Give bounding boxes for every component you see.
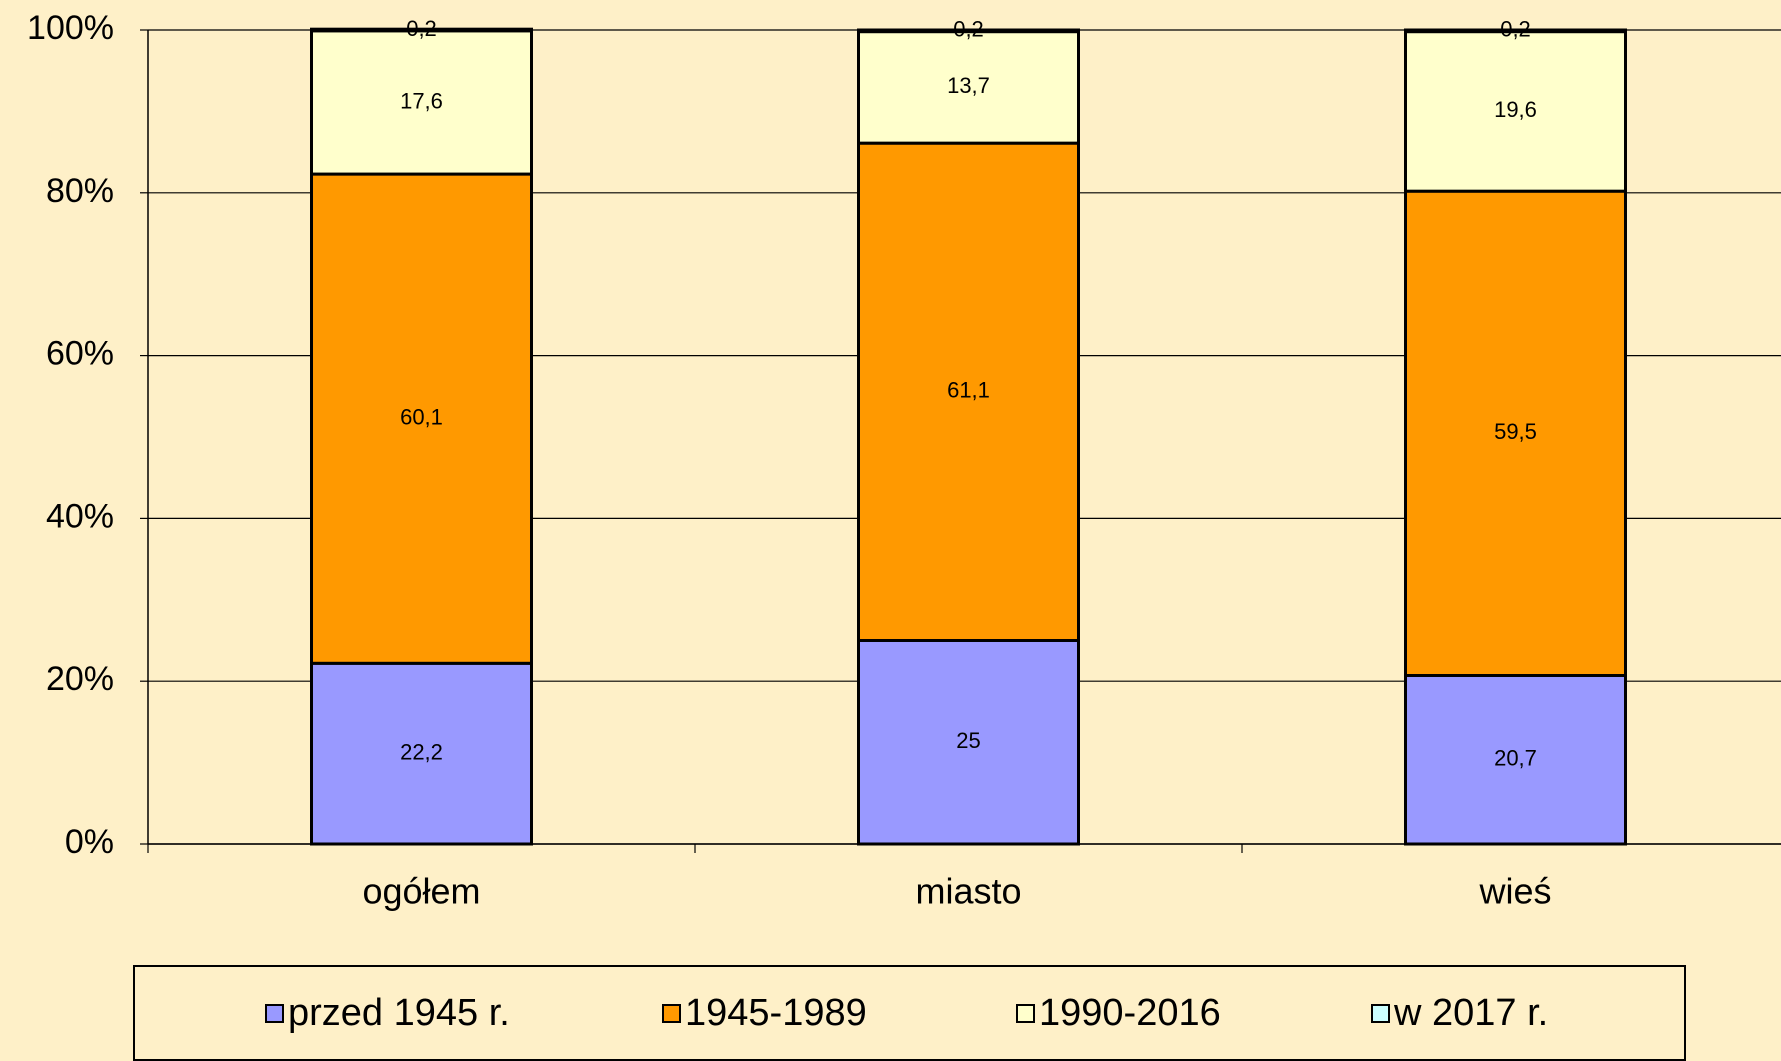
legend-label: 1990-2016: [1039, 992, 1221, 1034]
data-label: 17,6: [400, 88, 443, 113]
bar-segment: [310, 661, 533, 846]
data-label: 20,7: [1494, 746, 1537, 771]
bar-segment: [1404, 674, 1627, 846]
legend-swatch: [1371, 1004, 1390, 1023]
bar-segment: [310, 172, 533, 665]
x-tick-label: ogółem: [362, 871, 480, 912]
data-label: 59,5: [1494, 419, 1537, 444]
y-tick-label: 40%: [46, 497, 114, 535]
data-label: 13,7: [947, 73, 990, 98]
data-label: 61,1: [947, 378, 990, 403]
y-tick-label: 80%: [46, 172, 114, 210]
y-tick-label: 20%: [46, 660, 114, 698]
legend-label: w 2017 r.: [1393, 992, 1548, 1034]
bar-segment: [310, 29, 533, 176]
data-label: 60,1: [400, 404, 443, 429]
bar-segment: [1404, 30, 1627, 193]
data-label: 0,2: [1500, 17, 1531, 42]
bar-segment: [1404, 189, 1627, 678]
data-label: 0,2: [406, 16, 437, 41]
x-tick-label: miasto: [915, 871, 1021, 912]
y-tick-label: 100%: [27, 9, 114, 47]
legend-label: przed 1945 r.: [288, 992, 510, 1034]
legend-swatch: [265, 1004, 284, 1023]
x-tick-label: wieś: [1478, 871, 1551, 912]
bar-segment: [857, 639, 1080, 846]
bar-segment: [310, 27, 533, 33]
data-label: 22,2: [400, 739, 443, 764]
legend-box: [133, 965, 1686, 1061]
y-tick-label: 60%: [46, 335, 114, 373]
bar-segment: [857, 141, 1080, 642]
data-label: 25: [956, 728, 980, 753]
legend-swatch: [662, 1004, 681, 1023]
legend-swatch: [1016, 1004, 1035, 1023]
bar-segment: [1404, 28, 1627, 34]
legend-label: 1945-1989: [685, 992, 867, 1034]
y-tick-label: 0%: [65, 823, 114, 861]
bar-segment: [857, 30, 1080, 145]
data-label: 19,6: [1494, 97, 1537, 122]
bar-segment: [857, 28, 1080, 34]
data-label: 0,2: [953, 17, 984, 42]
